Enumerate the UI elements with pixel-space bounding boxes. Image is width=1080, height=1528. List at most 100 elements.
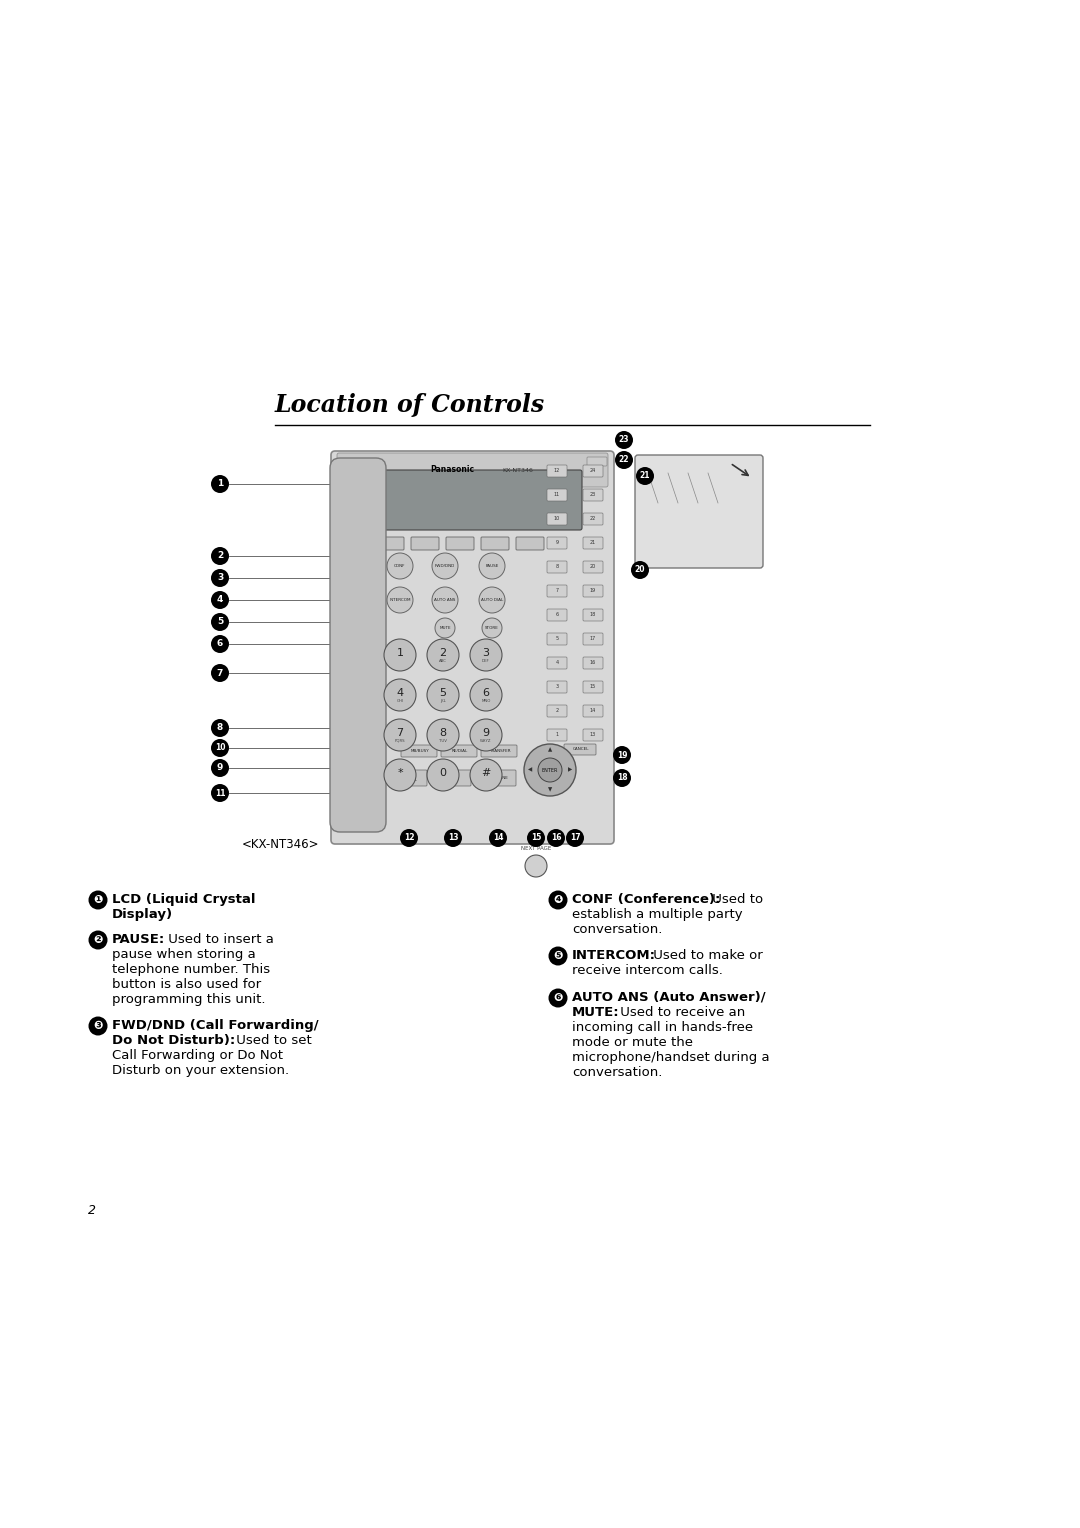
Text: 8: 8 [555,564,558,570]
FancyBboxPatch shape [441,746,477,756]
Text: 21: 21 [639,472,650,480]
FancyBboxPatch shape [546,489,567,501]
Text: button is also used for: button is also used for [112,978,261,992]
Circle shape [211,547,229,565]
Circle shape [211,784,229,802]
Text: MB/BUSY: MB/BUSY [410,749,430,753]
Text: 7: 7 [396,727,404,738]
Text: Used to make or: Used to make or [649,949,762,963]
FancyBboxPatch shape [546,465,567,477]
Text: incoming call in hands-free: incoming call in hands-free [572,1021,753,1034]
FancyBboxPatch shape [546,657,567,669]
Text: AUTO ANS (Auto Answer)/: AUTO ANS (Auto Answer)/ [572,992,766,1004]
Circle shape [427,720,459,750]
Circle shape [566,830,584,847]
Text: 1: 1 [396,648,404,659]
Text: 6: 6 [217,640,224,648]
Text: TRANSFER: TRANSFER [489,749,511,753]
Text: 6: 6 [555,613,558,617]
Text: 4: 4 [217,596,224,605]
Text: ❺: ❺ [553,950,563,961]
Text: ▼: ▼ [548,787,552,793]
Text: 11: 11 [554,492,561,498]
Circle shape [482,617,502,639]
FancyBboxPatch shape [583,681,603,694]
Text: 2: 2 [440,648,446,659]
Text: ABC: ABC [440,659,447,663]
FancyBboxPatch shape [583,489,603,501]
Circle shape [387,587,413,613]
Text: DEF: DEF [482,659,490,663]
FancyBboxPatch shape [564,744,596,755]
FancyBboxPatch shape [583,465,603,477]
Circle shape [384,759,416,792]
Text: MUTE:: MUTE: [572,1005,620,1019]
FancyBboxPatch shape [635,455,762,568]
Circle shape [538,758,562,782]
Text: mode or mute the: mode or mute the [572,1036,693,1050]
Text: 15: 15 [590,685,596,689]
Text: 23: 23 [619,435,630,445]
FancyBboxPatch shape [376,536,404,550]
Circle shape [427,639,459,671]
Circle shape [615,431,633,449]
Circle shape [480,587,505,613]
Text: AUTO DIAL: AUTO DIAL [481,597,503,602]
Circle shape [525,856,546,877]
Circle shape [89,891,108,909]
Text: 11: 11 [215,788,226,798]
Circle shape [524,744,576,796]
Text: 24: 24 [590,469,596,474]
Text: conversation.: conversation. [572,1067,662,1079]
FancyBboxPatch shape [401,746,437,756]
Text: INTERCOM: INTERCOM [389,597,410,602]
Text: INTERCOM:: INTERCOM: [572,949,656,963]
Text: 21: 21 [590,541,596,545]
Text: 23: 23 [590,492,596,498]
Text: 16: 16 [590,660,596,666]
Text: MUTE: MUTE [440,626,450,630]
Circle shape [527,830,545,847]
Circle shape [211,720,229,736]
Text: AUTO ANS: AUTO ANS [434,597,456,602]
Text: Location of Controls: Location of Controls [275,393,545,417]
Circle shape [631,561,649,579]
FancyBboxPatch shape [583,561,603,573]
FancyBboxPatch shape [583,729,603,741]
Text: FWD/DND (Call Forwarding/: FWD/DND (Call Forwarding/ [112,1019,319,1031]
Text: 17: 17 [569,833,580,842]
FancyBboxPatch shape [546,704,567,717]
FancyBboxPatch shape [330,458,386,833]
Text: CONF (Conference):: CONF (Conference): [572,892,720,906]
Text: MNO: MNO [482,698,490,703]
Text: 4: 4 [396,688,404,698]
Text: TUV: TUV [440,740,447,743]
Text: FLASH/
RECALL: FLASH/ RECALL [401,773,417,782]
Text: 8: 8 [440,727,446,738]
Text: 5: 5 [555,637,558,642]
Text: KX-NT346: KX-NT346 [502,468,532,472]
Circle shape [636,468,654,484]
Text: 0: 0 [440,769,446,778]
Text: 5: 5 [440,688,446,698]
Text: 3: 3 [555,685,558,689]
FancyBboxPatch shape [433,770,471,785]
Text: telephone number. This: telephone number. This [112,963,270,976]
Circle shape [549,946,567,966]
Text: 2: 2 [217,552,224,561]
Circle shape [400,830,418,847]
Text: ❶: ❶ [93,895,103,905]
Text: 7: 7 [555,588,558,593]
Text: 3: 3 [483,648,489,659]
Text: LCD (Liquid Crystal: LCD (Liquid Crystal [112,892,256,906]
Text: 20: 20 [590,564,596,570]
FancyBboxPatch shape [588,457,607,466]
Text: programming this unit.: programming this unit. [112,993,266,1005]
FancyBboxPatch shape [546,513,567,526]
FancyBboxPatch shape [478,770,516,785]
Text: #: # [482,769,490,778]
Text: HOLD: HOLD [447,776,459,779]
Text: 8: 8 [217,723,224,732]
Text: GHI: GHI [396,698,404,703]
Circle shape [613,746,631,764]
